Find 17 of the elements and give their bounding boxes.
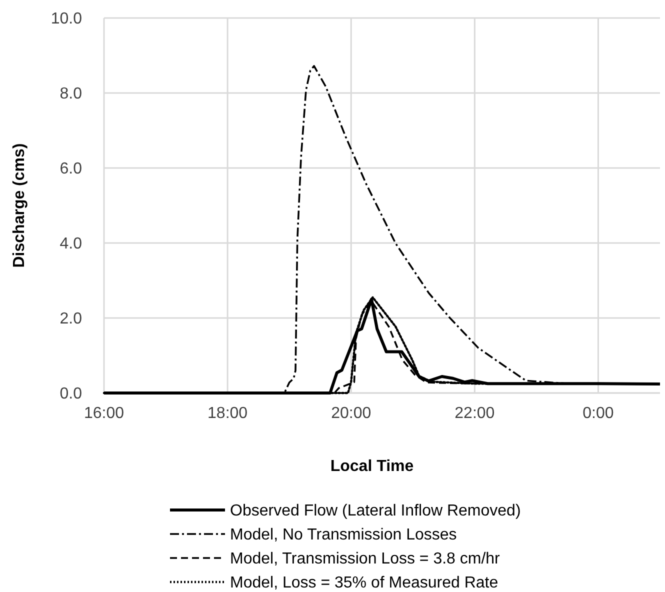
y-axis-title: Discharge (cms) [11,143,28,268]
x-tick-label: 20:00 [331,405,372,422]
legend-label: Observed Flow (Lateral Inflow Removed) [230,502,521,520]
y-tick-label: 6.0 [60,160,82,178]
y-tick-label: 10.0 [50,10,82,28]
x-tick-label: 0:00 [582,405,614,422]
legend-label: Model, Transmission Loss = 3.8 cm/hr [230,550,501,568]
x-tick-label: 22:00 [454,405,495,422]
y-tick-label: 2.0 [60,310,82,328]
x-tick-label: 18:00 [208,405,248,422]
y-tick-label: 4.0 [60,236,82,253]
y-tick-label: 8.0 [60,86,82,103]
y-tick-label: 0.0 [60,386,82,403]
legend-label: Model, No Transmission Losses [230,526,457,544]
x-axis-title: Local Time [330,458,414,475]
legend-label: Model, Loss = 35% of Measured Rate [230,574,498,592]
x-tick-label: 16:00 [84,405,124,422]
